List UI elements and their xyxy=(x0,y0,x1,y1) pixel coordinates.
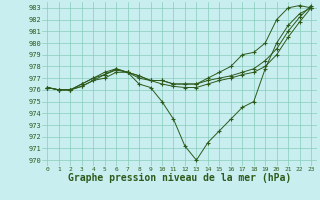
X-axis label: Graphe pression niveau de la mer (hPa): Graphe pression niveau de la mer (hPa) xyxy=(68,173,291,183)
